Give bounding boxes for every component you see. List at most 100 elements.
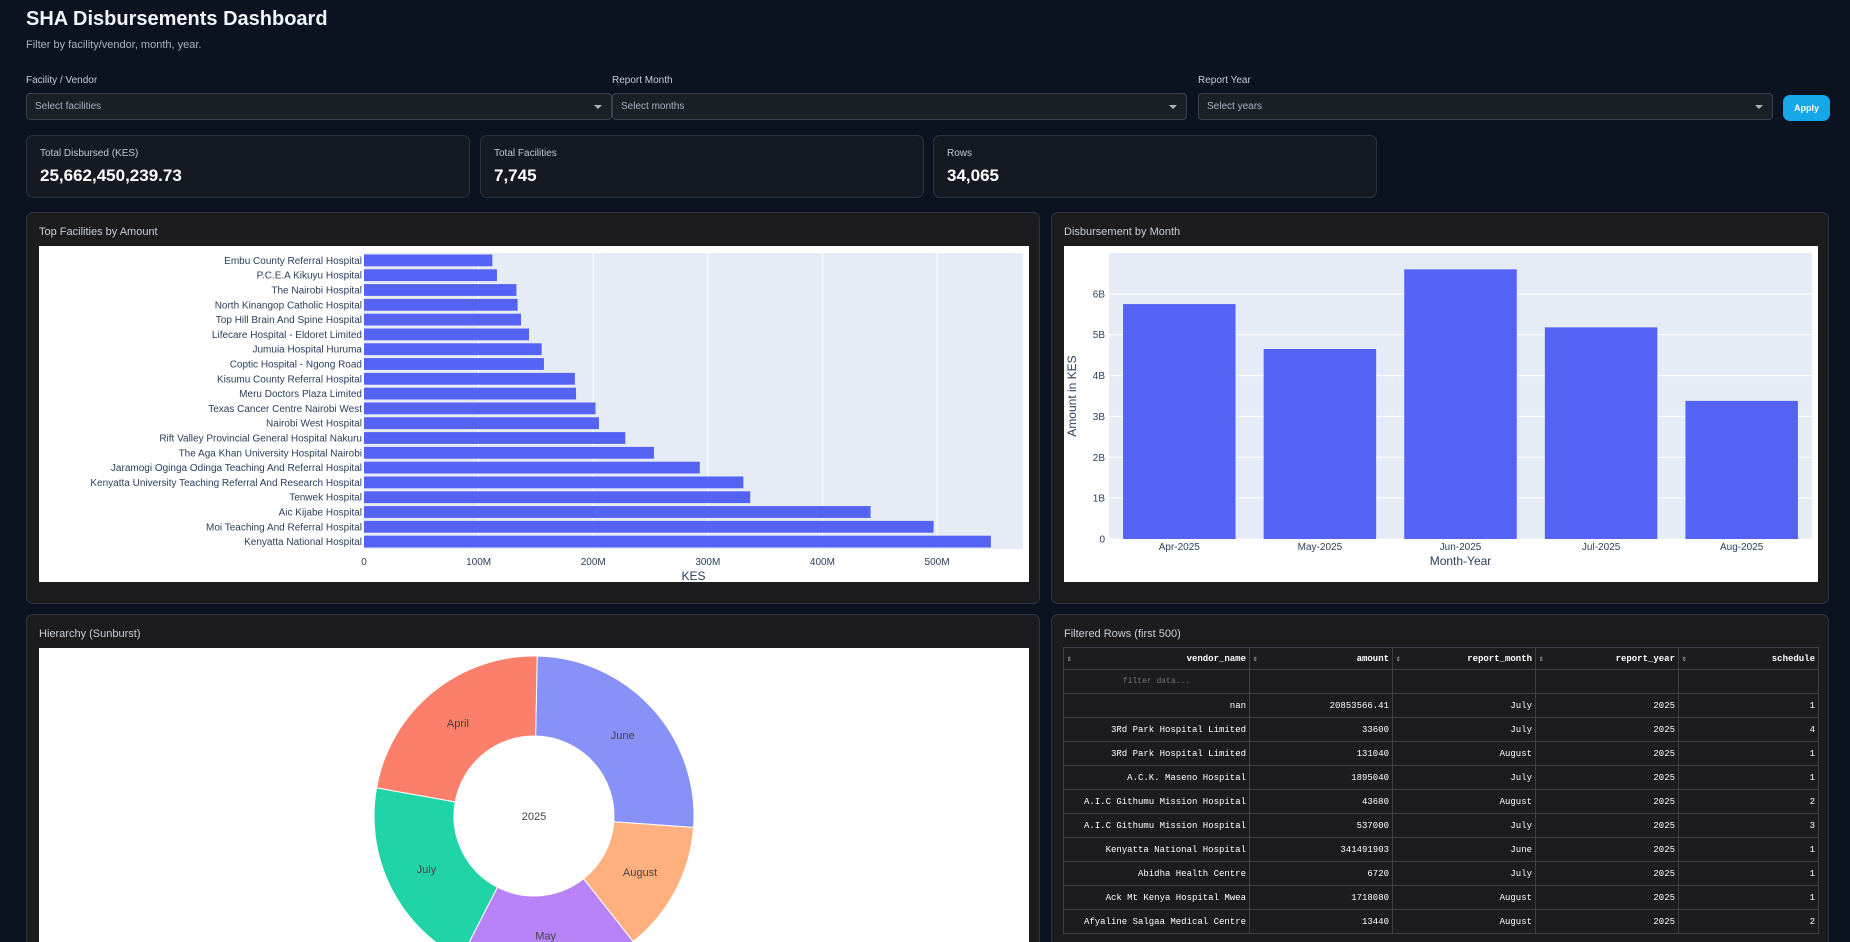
- column-header-report-year[interactable]: ⇕ report_year: [1535, 647, 1679, 670]
- table-cell-report-month[interactable]: July: [1392, 717, 1536, 742]
- table-cell-schedule[interactable]: 1: [1678, 765, 1819, 790]
- table-row[interactable]: 3Rd Park Hospital Limited 131040 August 202…: [1063, 741, 1819, 766]
- sunburst-svg: June August May July April 2025: [373, 655, 695, 942]
- data-table: ⇕ vendor_name ⇕ amount ⇕ report_month ⇕ repo…: [1063, 647, 1819, 934]
- sunburst-chart[interactable]: June August May July April 2025: [39, 648, 1029, 942]
- table-cell-report-year[interactable]: 2025: [1535, 909, 1679, 934]
- table-cell-vendor-name[interactable]: A.I.C Githumu Mission Hospital: [1063, 789, 1250, 814]
- table-cell-schedule[interactable]: 2: [1678, 909, 1819, 934]
- table-cell-vendor-name[interactable]: 3Rd Park Hospital Limited: [1063, 717, 1250, 742]
- table-cell-amount[interactable]: 1718080: [1249, 885, 1393, 910]
- table-cell-schedule[interactable]: 1: [1678, 861, 1819, 886]
- table-cell-report-month[interactable]: August: [1392, 909, 1536, 934]
- table-row[interactable]: Abidha Health Centre 6720 July 2025 1: [1063, 861, 1819, 886]
- table-cell-vendor-name[interactable]: Ack Mt Kenya Hospital Mwea: [1063, 885, 1250, 910]
- column-header-vendor-name[interactable]: ⇕ vendor_name: [1063, 647, 1250, 670]
- amount-filter-input[interactable]: [1253, 674, 1389, 689]
- table-cell-report-month[interactable]: August: [1392, 885, 1536, 910]
- table-cell-amount[interactable]: 33600: [1249, 717, 1393, 742]
- table-row[interactable]: nan 20853566.41 July 2025 1: [1063, 693, 1819, 718]
- by-month-panel: Disbursement by Month 0 1B 2B 3B 4B 5B 6B Apr-2…: [1051, 212, 1829, 604]
- table-cell-report-month[interactable]: August: [1392, 741, 1536, 766]
- table-cell-amount[interactable]: 20853566.41: [1249, 693, 1393, 718]
- table-cell-report-year[interactable]: 2025: [1535, 741, 1679, 766]
- table-cell-vendor-name[interactable]: A.C.K. Maseno Hospital: [1063, 765, 1250, 790]
- table-cell-amount[interactable]: 537000: [1249, 813, 1393, 838]
- bar: [364, 328, 530, 341]
- table-cell-report-month[interactable]: July: [1392, 765, 1536, 790]
- table-row[interactable]: 3Rd Park Hospital Limited 33600 July 2025 4: [1063, 717, 1819, 742]
- y-tick-label: Rift Valley Provincial General Hospital …: [159, 434, 362, 445]
- table-cell-report-month[interactable]: August: [1392, 789, 1536, 814]
- facility-select[interactable]: Select facilities: [26, 93, 612, 120]
- table-cell-report-year[interactable]: 2025: [1535, 789, 1679, 814]
- sort-icon[interactable]: ⇕: [1396, 655, 1401, 664]
- y-tick-label: 6B: [1093, 289, 1106, 300]
- table-cell-vendor-name[interactable]: 3Rd Park Hospital Limited: [1063, 741, 1250, 766]
- table-row[interactable]: Kenyatta National Hospital 341491903 June 2…: [1063, 837, 1819, 862]
- x-tick-label: Aug-2025: [1720, 542, 1764, 553]
- table-cell-report-year[interactable]: 2025: [1535, 813, 1679, 838]
- table-cell-report-year[interactable]: 2025: [1535, 885, 1679, 910]
- table-cell-vendor-name[interactable]: A.I.C Githumu Mission Hospital: [1063, 813, 1250, 838]
- table-cell-amount[interactable]: 6720: [1249, 861, 1393, 886]
- bar: [364, 284, 517, 296]
- table-cell-report-month[interactable]: July: [1392, 813, 1536, 838]
- table-cell-schedule[interactable]: 1: [1678, 837, 1819, 862]
- table-cell-report-month[interactable]: July: [1392, 693, 1536, 718]
- table-cell-report-month[interactable]: July: [1392, 861, 1536, 886]
- table-cell-schedule[interactable]: 1: [1678, 885, 1819, 910]
- month-select[interactable]: Select months: [612, 93, 1187, 120]
- sort-icon[interactable]: ⇕: [1253, 655, 1258, 664]
- table-cell-report-year[interactable]: 2025: [1535, 765, 1679, 790]
- report-month-filter-input[interactable]: [1396, 674, 1532, 689]
- bar: [1263, 349, 1377, 539]
- table-row[interactable]: Ack Mt Kenya Hospital Mwea 1718080 August 2…: [1063, 885, 1819, 910]
- table-cell-vendor-name[interactable]: Afyaline Salgaa Medical Centre: [1063, 909, 1250, 934]
- apply-button[interactable]: Apply: [1783, 95, 1830, 121]
- table-cell-amount[interactable]: 131040: [1249, 741, 1393, 766]
- vendor-name-filter-input[interactable]: [1067, 674, 1246, 689]
- table-cell-report-year[interactable]: 2025: [1535, 717, 1679, 742]
- table-cell-amount[interactable]: 13440: [1249, 909, 1393, 934]
- top-facilities-svg: 0 100M 200M 300M 400M 500M Embu County Referra…: [90, 253, 1023, 582]
- table-cell-amount[interactable]: 341491903: [1249, 837, 1393, 862]
- sunburst-label: April: [447, 718, 469, 730]
- bar: [364, 298, 518, 311]
- sort-icon[interactable]: ⇕: [1682, 655, 1687, 664]
- column-header-amount[interactable]: ⇕ amount: [1249, 647, 1393, 670]
- table-cell-report-year[interactable]: 2025: [1535, 861, 1679, 886]
- table-row[interactable]: A.C.K. Maseno Hospital 1895040 July 2025 1: [1063, 765, 1819, 790]
- bar: [1544, 327, 1658, 539]
- table-cell-schedule[interactable]: 3: [1678, 813, 1819, 838]
- column-header-schedule[interactable]: ⇕ schedule: [1678, 647, 1819, 670]
- column-header-report-month[interactable]: ⇕ report_month: [1392, 647, 1536, 670]
- table-cell-schedule[interactable]: 4: [1678, 717, 1819, 742]
- schedule-filter-input[interactable]: [1682, 674, 1815, 689]
- table-header-row: ⇕ vendor_name ⇕ amount ⇕ report_month ⇕ repo…: [1063, 647, 1819, 670]
- table-row[interactable]: A.I.C Githumu Mission Hospital 537000 July…: [1063, 813, 1819, 838]
- report-year-filter-input[interactable]: [1539, 674, 1675, 689]
- chevron-down-icon: [1169, 105, 1177, 109]
- year-select[interactable]: Select years: [1198, 93, 1773, 120]
- top-facilities-chart[interactable]: 0 100M 200M 300M 400M 500M Embu County Referra…: [39, 246, 1029, 582]
- sunburst-label: August: [623, 867, 657, 879]
- table-cell-report-month[interactable]: June: [1392, 837, 1536, 862]
- table-cell-amount[interactable]: 1895040: [1249, 765, 1393, 790]
- table-cell-amount[interactable]: 43680: [1249, 789, 1393, 814]
- table-cell-vendor-name[interactable]: nan: [1063, 693, 1250, 718]
- sort-icon[interactable]: ⇕: [1067, 655, 1072, 664]
- table-cell-report-year[interactable]: 2025: [1535, 693, 1679, 718]
- by-month-chart[interactable]: 0 1B 2B 3B 4B 5B 6B Apr-2025 May-2025 Jun-2025 Jul…: [1064, 246, 1818, 582]
- table-cell-vendor-name[interactable]: Kenyatta National Hospital: [1063, 837, 1250, 862]
- table-cell-schedule[interactable]: 1: [1678, 693, 1819, 718]
- table-row[interactable]: Afyaline Salgaa Medical Centre 13440 Augus…: [1063, 909, 1819, 934]
- table-cell-vendor-name[interactable]: Abidha Health Centre: [1063, 861, 1250, 886]
- table-cell-report-year[interactable]: 2025: [1535, 837, 1679, 862]
- sort-icon[interactable]: ⇕: [1539, 655, 1544, 664]
- table-cell-schedule[interactable]: 2: [1678, 789, 1819, 814]
- y-tick-label: Moi Teaching And Referral Hospital: [206, 522, 362, 533]
- table-cell-schedule[interactable]: 1: [1678, 741, 1819, 766]
- table-row[interactable]: A.I.C Githumu Mission Hospital 43680 Augus…: [1063, 789, 1819, 814]
- bar: [364, 269, 497, 282]
